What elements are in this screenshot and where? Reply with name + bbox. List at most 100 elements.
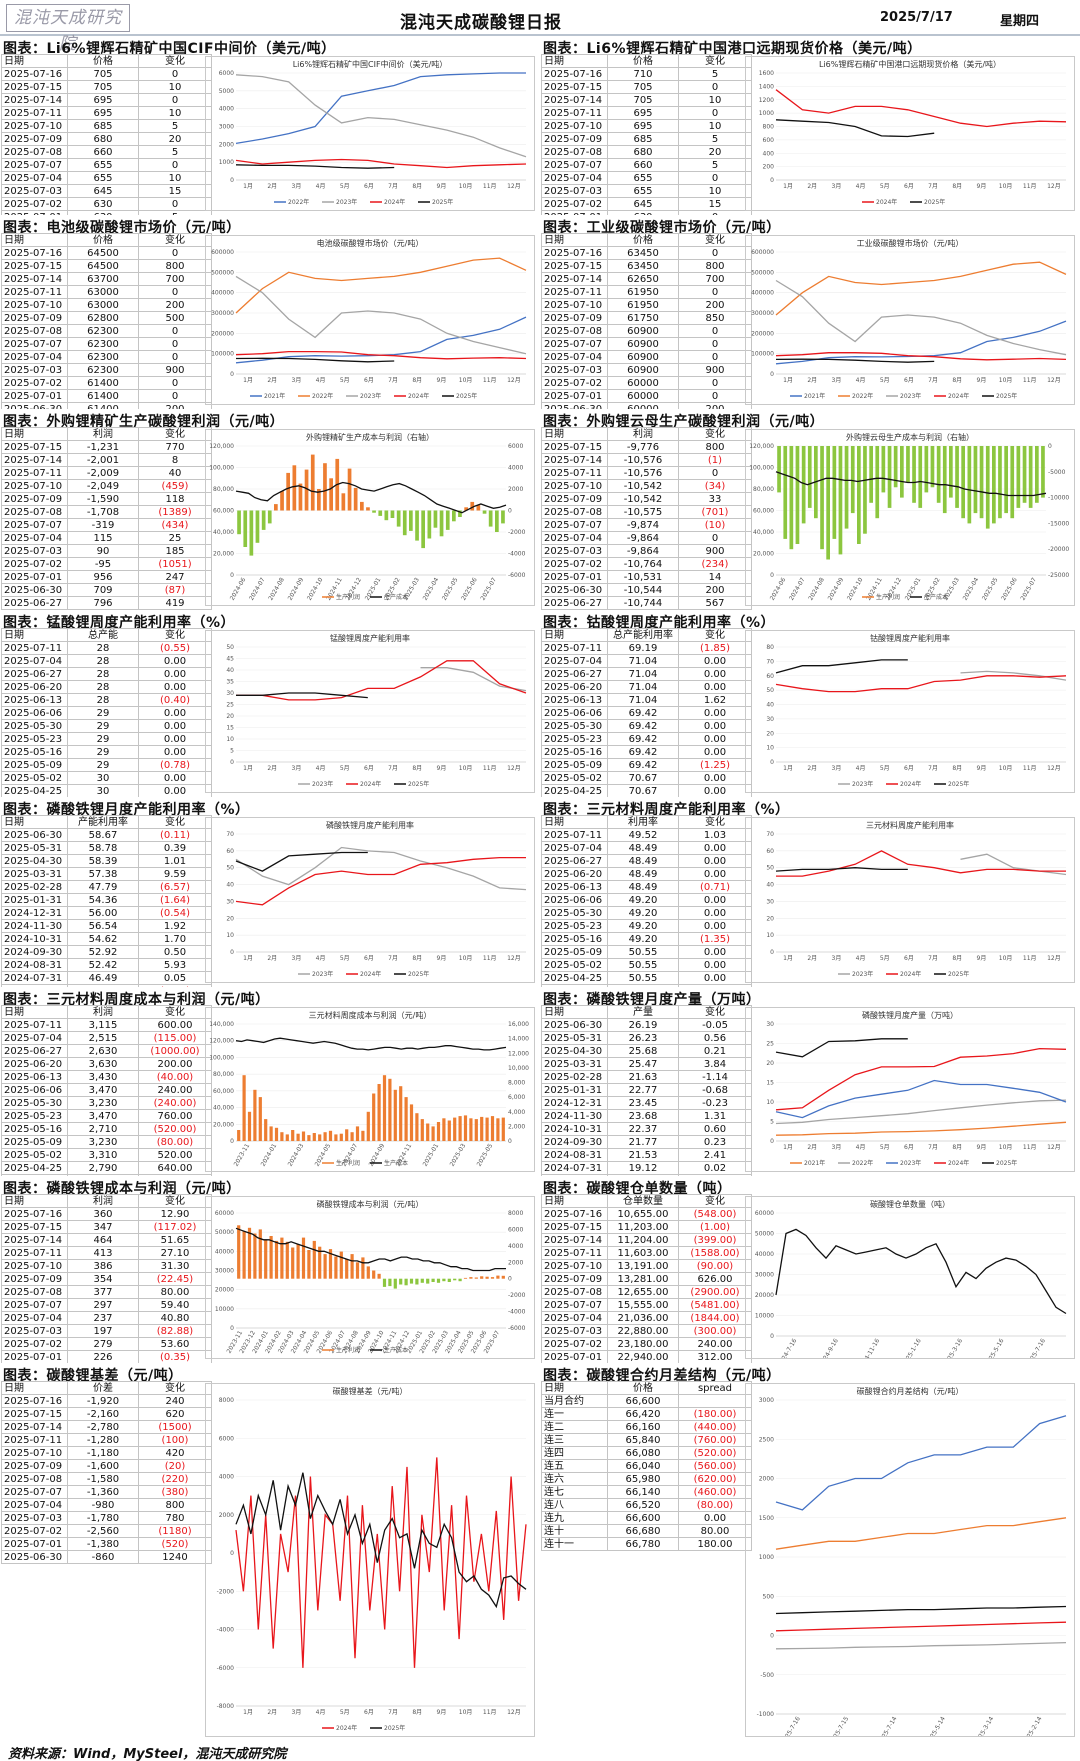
x-tick-label: 3月 (832, 377, 842, 384)
table-row: 2025-07-08 377 80.00 (1, 1285, 212, 1299)
y-tick-label: 600000 (751, 249, 774, 256)
table-row: 2025-07-02 60000 0 (541, 376, 752, 390)
table-row: 2025-07-09 13,281.00 626.00 (541, 1272, 752, 1286)
x-tick-label: 4月 (856, 377, 866, 384)
table-cell: 2025-05-30 (541, 719, 608, 733)
table-cell: 62300 (67, 324, 139, 338)
x-tick-label: 4月 (316, 1709, 326, 1716)
table-cell: 2025-07-03 (1, 184, 68, 198)
table-cell: 800 (138, 1498, 212, 1512)
profit-bar (312, 1240, 316, 1279)
profit-bar (458, 510, 462, 517)
table-cell (678, 1394, 752, 1408)
x-tick-label: 2025-3-14 (974, 1715, 996, 1736)
x-tick-label: 9月 (977, 377, 987, 384)
table-cell: 2025-04-25 (1, 1161, 68, 1175)
table-cell: 2025-07-03 (1, 1324, 68, 1338)
table-row: 2025-07-16 705 0 (1, 67, 212, 81)
table-cell: 2024-09-30 (1, 945, 68, 959)
table-cell: (22.45) (138, 1272, 212, 1286)
y-tick-label: 0 (770, 949, 774, 956)
x-tick-label: 2月 (267, 1709, 277, 1716)
table-cell: 956 (67, 570, 139, 584)
table-row: 2025-04-25 30 0.00 (1, 784, 212, 797)
profit-bar (1035, 446, 1039, 503)
table-cell: 连二 (541, 1420, 608, 1434)
table-cell: 62650 (607, 272, 679, 286)
x-tick-label: 2月 (807, 377, 817, 384)
table-cell: 0 (678, 376, 752, 390)
table-row: 2025-07-14 695 0 (1, 93, 212, 107)
table-header: 日期 (1, 54, 68, 68)
table-cell: 64500 (67, 246, 139, 260)
table-cell: 2025-07-15 (1, 80, 68, 94)
table-cell: 200.00 (138, 1057, 212, 1071)
table-cell: (80.00) (138, 1135, 212, 1149)
series-line (775, 1099, 1067, 1125)
table-cell: 2025-07-11 (1, 1433, 68, 1447)
table-cell: 2025-06-13 (1, 693, 68, 707)
table-cell: (87) (138, 583, 212, 597)
table-header: 日期 (541, 1194, 608, 1208)
x-tick-label: 10月 (999, 765, 1013, 772)
chart: 电池级碳酸锂市场价（元/吨） 600000 500000 400000 300000 20… (205, 235, 535, 405)
table-cell: 419 (138, 596, 212, 610)
y-tick-label: 60,000 (213, 508, 234, 515)
legend-label: 生产利润 (336, 1159, 360, 1167)
table-cell: 2025-07-07 (1, 1485, 68, 1499)
profit-bar (264, 1239, 268, 1279)
table-row: 2025-06-30 58.67 (0.11) (1, 828, 212, 842)
series-line (775, 1079, 1067, 1119)
chart: 工业级碳酸锂市场价（元/吨） 600000 500000 400000 300000 20… (745, 235, 1075, 405)
logo: 混沌天成研究院 (6, 4, 130, 54)
y-tick-label: 20000 (755, 1292, 774, 1299)
table-header: 价格 (607, 233, 679, 247)
profit-bar (301, 1237, 306, 1279)
y2-tick-label: 10,000 (508, 1065, 529, 1072)
table-cell: 660 (607, 158, 679, 172)
series-line (775, 675, 1067, 693)
y-tick-label: 300000 (211, 310, 234, 317)
y2-tick-label: -4000 (508, 1309, 526, 1316)
table-row: 2024-12-31 23.45 -0.23 (541, 1096, 752, 1110)
table-cell: 连十 (541, 1524, 608, 1538)
y-tick-label: 40,000 (753, 529, 774, 536)
table-row: 2025-06-06 3,470 240.00 (1, 1083, 212, 1097)
x-tick-label: 3月 (292, 955, 302, 962)
table-row: 2025-07-02 279 53.60 (1, 1337, 212, 1351)
y-tick-label: 2000 (759, 1476, 774, 1483)
table-cell: 2024-09-30 (541, 1135, 608, 1149)
y2-tick-label: 0 (1048, 443, 1052, 450)
y-tick-label: 40000 (755, 1251, 774, 1258)
table-cell: (20) (138, 1459, 212, 1473)
table-cell: 40.80 (138, 1311, 212, 1325)
table-cell: 60000 (607, 376, 679, 390)
table-cell: 2024-08-31 (1, 958, 68, 972)
table-row: 2025-07-01 -10,531 14 (541, 570, 752, 584)
table-row: 2025-05-31 26.23 0.56 (541, 1031, 752, 1045)
y-tick-label: 200000 (211, 330, 234, 337)
profit-bar (431, 1278, 435, 1282)
table-cell: -2,001 (67, 453, 139, 467)
table-cell: 69.42 (607, 745, 679, 759)
legend-label: 2025年 (408, 780, 429, 788)
table-cell: 0.00 (678, 1511, 752, 1525)
table-cell: 63000 (67, 298, 139, 312)
table-cell: 连三 (541, 1433, 608, 1447)
profit-bar (949, 446, 953, 498)
y-tick-label: 45 (226, 656, 234, 663)
table-row: 2025-07-16 63450 0 (541, 246, 752, 260)
table-cell: (2900.00) (678, 1285, 752, 1299)
y-tick-label: 30000 (215, 1268, 234, 1275)
table-header: 变化 (678, 54, 752, 68)
profit-bar (304, 469, 309, 511)
table-cell: (242) (138, 609, 212, 610)
y-tick-label: 20,000 (753, 551, 774, 558)
table-cell: 680 (67, 132, 139, 146)
table-cell: -2,009 (67, 466, 139, 480)
chart: 锰酸锂周度产能利用率 50 45 40 35 30 25 20 15 10 5 0 1月 2月 3月 4月 5月… (205, 630, 535, 793)
table-row: 2025-07-04 21,036.00 (1844.00) (541, 1311, 752, 1325)
table-cell: 0 (138, 158, 212, 172)
table-cell: 0 (138, 350, 212, 364)
profit-bar (249, 510, 254, 556)
